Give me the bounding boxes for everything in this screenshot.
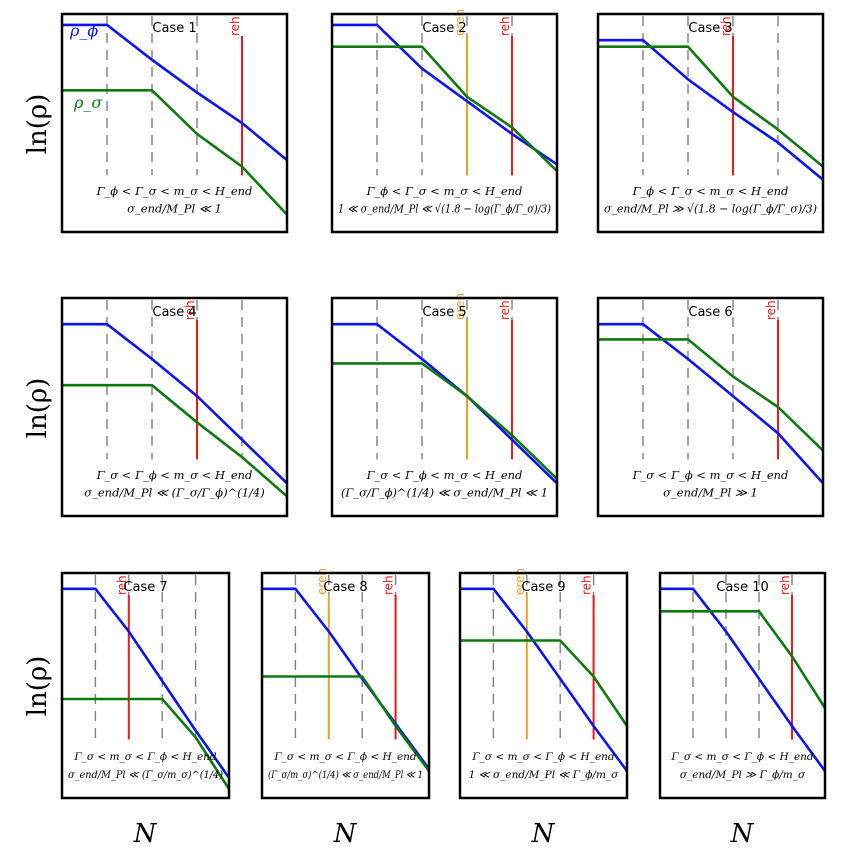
panel-frame xyxy=(658,571,827,800)
panel-condition: Γ_σ < m_σ < Γ_ϕ < H_end xyxy=(73,751,217,763)
panel-title: Case 2 xyxy=(422,21,466,36)
panel-condition: Γ_σ < Γ_ϕ < m_σ < H_end xyxy=(632,468,789,482)
reh-label: reh xyxy=(498,16,512,36)
rho-sigma-line xyxy=(460,639,629,727)
panel-frame xyxy=(60,571,231,800)
x-axis-label-col-3: N xyxy=(531,819,556,849)
rho-phi-line xyxy=(598,38,824,181)
y-axis-label-row-2: ln(ρ) xyxy=(23,378,53,439)
panel-regime: (Γ_σ/m_σ)^(1/4) ≪ σ_end/M_Pl ≪ 1 xyxy=(268,769,423,781)
panel-title: Case 3 xyxy=(688,21,732,36)
panel-case-1: reh Case 1 Γ_ϕ < Γ_σ < m_σ < H_end σ_end/M_… xyxy=(60,12,289,234)
ereh-label: ereh xyxy=(315,568,329,595)
rho-sigma-line xyxy=(332,362,558,480)
ereh-label: ereh xyxy=(453,293,467,320)
reh-label: reh xyxy=(115,575,129,595)
panel-frame xyxy=(596,12,825,234)
reh-label: reh xyxy=(719,16,733,36)
rho-phi-line xyxy=(262,587,431,770)
rho-phi-line xyxy=(62,23,288,162)
reh-label: reh xyxy=(580,575,594,595)
rho-sigma-line xyxy=(660,609,827,709)
panel-condition: Γ_σ < Γ_ϕ < m_σ < H_end xyxy=(366,468,523,482)
legend-rho-phi: ρ_ϕ xyxy=(69,21,98,40)
reh-label: reh xyxy=(228,16,242,36)
legend-rho-sigma: ρ_σ xyxy=(73,93,103,112)
rho-sigma-line xyxy=(332,45,558,172)
panel-condition: Γ_ϕ < Γ_σ < m_σ < H_end xyxy=(366,184,523,198)
rho-sigma-line xyxy=(62,697,231,790)
panel-regime: σ_end/M_Pl ≫ Γ_ϕ/m_σ xyxy=(680,769,806,781)
rho-phi-line xyxy=(598,322,824,485)
panel-frame xyxy=(60,12,289,234)
rho-sigma-line xyxy=(62,89,288,216)
ereh-label: ereh xyxy=(453,9,467,36)
y-axis-label-row-1: ln(ρ) xyxy=(23,94,53,155)
rho-phi-line xyxy=(332,23,558,166)
panel-regime: σ_end/M_Pl ≪ 1 xyxy=(127,201,222,215)
panel-regime: σ_end/M_Pl ≫ 1 xyxy=(663,485,758,499)
rho-sigma-line xyxy=(598,338,824,452)
rho-sigma-line xyxy=(262,675,431,772)
panel-title: Case 6 xyxy=(688,305,732,320)
panel-condition: Γ_ϕ < Γ_σ < m_σ < H_end xyxy=(632,184,789,198)
panel-case-8: ereh reh Case 8 Γ_σ < m_σ < Γ_ϕ < H_end (Γ_σ… xyxy=(260,568,431,800)
panel-case-9: ereh reh Case 9 Γ_σ < m_σ < Γ_ϕ < H_end 1 ≪ … xyxy=(458,568,629,800)
panel-case-10: reh Case 10 Γ_σ < m_σ < Γ_ϕ < H_end σ_end/M… xyxy=(658,571,827,800)
panel-condition: Γ_σ < Γ_ϕ < m_σ < H_end xyxy=(96,468,253,482)
panel-frame xyxy=(596,296,825,518)
panel-title: Case 9 xyxy=(521,580,565,595)
reh-label: reh xyxy=(183,300,197,320)
panel-case-2: ereh reh Case 2 Γ_ϕ < Γ_σ < m_σ < H_end 1 ≪ … xyxy=(330,9,559,234)
x-axis-label-col-1: N xyxy=(133,819,158,849)
panel-condition: Γ_σ < m_σ < Γ_ϕ < H_end xyxy=(273,751,417,763)
panel-title: Case 4 xyxy=(152,305,196,320)
rho-phi-line xyxy=(62,322,288,485)
rho-sigma-line xyxy=(62,383,288,498)
x-axis-label-col-2: N xyxy=(333,819,358,849)
reh-label: reh xyxy=(778,575,792,595)
panel-title: Case 7 xyxy=(123,580,167,595)
panel-case-5: ereh reh Case 5 Γ_σ < Γ_ϕ < m_σ < H_end (Γ_σ… xyxy=(330,293,559,518)
rho-phi-line xyxy=(62,587,231,779)
panel-condition: Γ_ϕ < Γ_σ < m_σ < H_end xyxy=(96,184,253,198)
panel-regime: 1 ≪ σ_end/M_Pl ≪ √(1.8 − log(Γ_ϕ/Γ_σ)/3) xyxy=(338,201,551,215)
rho-phi-line xyxy=(332,322,558,485)
panel-title: Case 1 xyxy=(152,21,196,36)
panel-condition: Γ_σ < m_σ < Γ_ϕ < H_end xyxy=(471,751,615,763)
panel-frame xyxy=(330,296,559,518)
panel-frame xyxy=(260,571,431,800)
panel-title: Case 10 xyxy=(716,580,769,595)
panel-title: Case 5 xyxy=(422,305,466,320)
rho-sigma-line xyxy=(598,45,824,168)
x-axis-label-col-4: N xyxy=(730,819,755,849)
rho-phi-line xyxy=(660,587,827,772)
panel-regime: (Γ_σ/Γ_ϕ)^(1/4) ≪ σ_end/M_Pl ≪ 1 xyxy=(341,485,548,499)
reh-label: reh xyxy=(498,300,512,320)
reh-label: reh xyxy=(764,300,778,320)
panel-regime: 1 ≪ σ_end/M_Pl ≪ Γ_ϕ/m_σ xyxy=(469,769,620,781)
panel-title: Case 8 xyxy=(323,580,367,595)
ereh-label: ereh xyxy=(513,568,527,595)
panel-condition: Γ_σ < m_σ < Γ_ϕ < H_end xyxy=(670,751,814,763)
rho-phi-line xyxy=(460,587,629,772)
reh-label: reh xyxy=(382,575,396,595)
panel-regime: σ_end/M_Pl ≪ (Γ_σ/Γ_ϕ)^(1/4) xyxy=(84,485,264,499)
y-axis-label-row-3: ln(ρ) xyxy=(23,656,53,717)
panel-regime: σ_end/M_Pl ≪ (Γ_σ/m_σ)^(1/4) xyxy=(68,769,223,781)
panel-frame xyxy=(330,12,559,234)
panel-case-6: reh Case 6 Γ_σ < Γ_ϕ < m_σ < H_end σ_end/M_… xyxy=(596,296,825,518)
panel-frame xyxy=(458,571,629,800)
panel-regime: σ_end/M_Pl ≫ √(1.8 − log(Γ_ϕ/Γ_σ)/3) xyxy=(604,201,817,215)
panel-frame xyxy=(60,296,289,518)
